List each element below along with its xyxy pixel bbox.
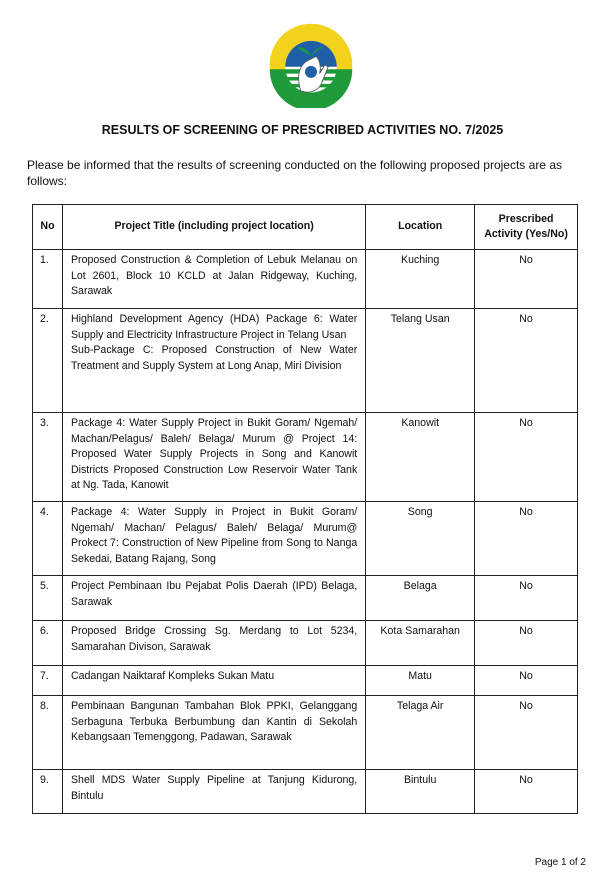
row-prescribed: No	[474, 769, 578, 814]
row-location: Telang Usan	[365, 308, 476, 413]
row-prescribed: No	[474, 665, 578, 696]
header-prescribed: Prescribed Activity (Yes/No)	[474, 204, 578, 250]
row-prescribed: No	[474, 412, 578, 502]
header-location: Location	[365, 204, 476, 250]
row-no: 3.	[32, 412, 63, 502]
table-row: 2. Highland Development Agency (HDA) Pack…	[32, 308, 578, 413]
row-location: Kanowit	[365, 412, 476, 502]
row-title: Pembinaan Bangunan Tambahan Blok PPKI, G…	[61, 695, 367, 770]
row-title: Highland Development Agency (HDA) Packag…	[61, 308, 367, 413]
row-location: Telaga Air	[365, 695, 476, 770]
row-no: 6.	[32, 620, 63, 666]
table-row: 9. Shell MDS Water Supply Pipeline at Tan…	[32, 769, 578, 814]
row-no: 7.	[32, 665, 63, 696]
table-row: 3. Package 4: Water Supply Project in Buk…	[32, 412, 578, 502]
table-row: 6. Proposed Bridge Crossing Sg. Merdang t…	[32, 620, 578, 666]
header-no: No	[32, 204, 63, 250]
header-project-title: Project Title (including project locatio…	[61, 204, 367, 250]
row-prescribed: No	[474, 575, 578, 621]
table-row: 7. Cadangan Naiktaraf Kompleks Sukan Matu…	[32, 665, 578, 696]
row-no: 9.	[32, 769, 63, 814]
row-title: Proposed Bridge Crossing Sg. Merdang to …	[61, 620, 367, 666]
row-no: 1.	[32, 249, 63, 309]
row-title: Package 4: Water Supply in Project in Bu…	[61, 501, 367, 576]
row-location: Bintulu	[365, 769, 476, 814]
row-no: 4.	[32, 501, 63, 576]
table-header-row: No Project Title (including project loca…	[32, 204, 578, 250]
row-prescribed: No	[474, 620, 578, 666]
table-row: 1. Proposed Construction & Completion of …	[32, 249, 578, 309]
row-no: 5.	[32, 575, 63, 621]
row-title: Shell MDS Water Supply Pipeline at Tanju…	[61, 769, 367, 814]
row-location: Song	[365, 501, 476, 576]
row-title: Proposed Construction & Completion of Le…	[61, 249, 367, 309]
row-location: Kota Samarahan	[365, 620, 476, 666]
row-prescribed: No	[474, 501, 578, 576]
table-row: 8. Pembinaan Bangunan Tambahan Blok PPKI,…	[32, 695, 578, 770]
row-no: 2.	[32, 308, 63, 413]
row-location: Kuching	[365, 249, 476, 309]
row-prescribed: No	[474, 249, 578, 309]
row-title: Package 4: Water Supply Project in Bukit…	[61, 412, 367, 502]
row-location: Matu	[365, 665, 476, 696]
screening-results-table: No Project Title (including project loca…	[32, 204, 578, 814]
row-location: Belaga	[365, 575, 476, 621]
row-no: 8.	[32, 695, 63, 770]
table-row: 5. Project Pembinaan Ibu Pejabat Polis Da…	[32, 575, 578, 621]
row-prescribed: No	[474, 308, 578, 413]
intro-paragraph: Please be informed that the results of s…	[27, 158, 562, 188]
row-prescribed: No	[474, 695, 578, 770]
row-title: Cadangan Naiktaraf Kompleks Sukan Matu	[61, 665, 367, 696]
page-title: RESULTS OF SCREENING OF PRESCRIBED ACTIV…	[101, 123, 504, 137]
row-title: Project Pembinaan Ibu Pejabat Polis Daer…	[61, 575, 367, 621]
page-number: Page 1 of 2	[534, 857, 586, 868]
table-row: 4. Package 4: Water Supply in Project in …	[32, 501, 578, 576]
agency-logo	[269, 23, 353, 108]
